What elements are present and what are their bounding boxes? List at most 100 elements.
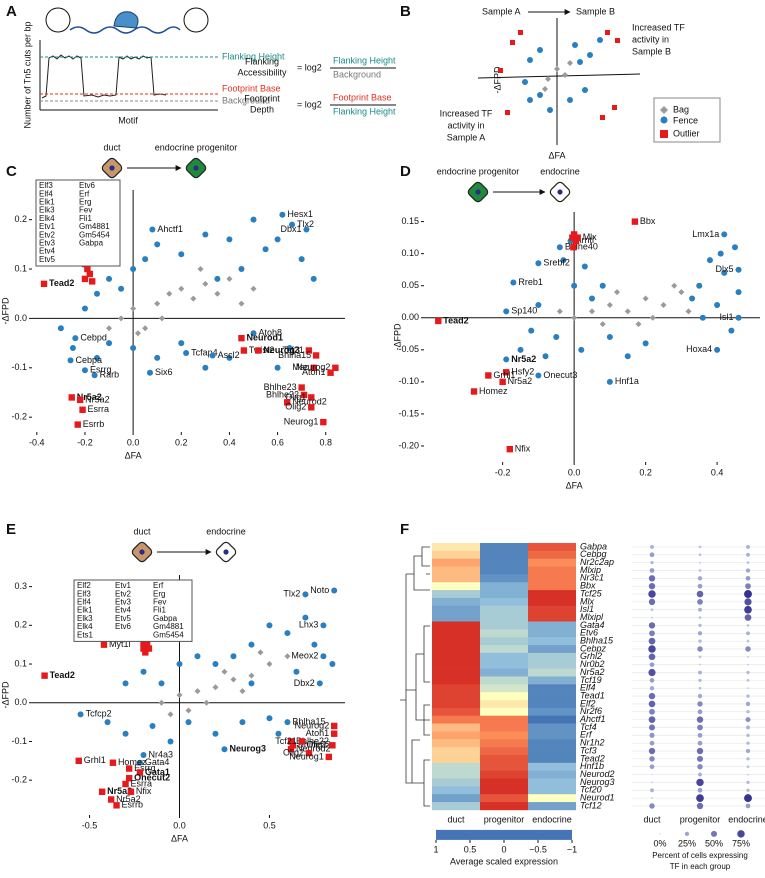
dot — [696, 794, 704, 802]
point-label: Tead2 — [49, 278, 74, 288]
fence-point — [146, 369, 153, 376]
fence-point — [140, 752, 147, 758]
dot — [746, 741, 750, 745]
heat-cell — [432, 637, 480, 646]
inset-gene: Etv1 — [115, 581, 132, 590]
size-legend-dot — [710, 830, 718, 837]
dot — [697, 764, 703, 770]
dot — [699, 663, 701, 666]
row-label: Ahctf1 — [579, 714, 606, 724]
point-label: Rreb1 — [518, 277, 543, 287]
dot — [744, 794, 752, 803]
inset-box — [73, 579, 193, 642]
x-tick-label: 0.4 — [223, 437, 236, 447]
heat-cell — [480, 645, 528, 654]
fence-point — [81, 367, 88, 374]
point-label: Neurog2 — [296, 362, 331, 372]
panel-label: E — [6, 521, 16, 538]
bag-point — [166, 290, 173, 297]
dot — [697, 598, 703, 605]
fence-point — [728, 327, 735, 334]
outlier-point — [284, 399, 291, 406]
fence-point — [178, 340, 185, 347]
point-label: Ahctf1 — [157, 224, 183, 234]
outlier-point — [113, 802, 120, 809]
point-label: Srebf2 — [543, 258, 570, 268]
fence-point — [311, 641, 318, 648]
dot — [697, 693, 703, 699]
fence-point — [717, 250, 724, 257]
dot — [650, 788, 654, 793]
inset-gene: Elk1 — [39, 198, 55, 207]
outlier-point — [485, 372, 492, 379]
fence-point — [239, 719, 246, 726]
heat-cell — [432, 700, 480, 709]
bag-point — [250, 285, 257, 292]
formula-name: Accessibility — [237, 67, 287, 77]
y-axis-label: -ΔFPD — [392, 323, 402, 351]
heat-cell — [480, 700, 528, 709]
dot — [696, 778, 704, 787]
bag-point — [642, 295, 649, 302]
bag-point — [118, 315, 125, 322]
point-label: Mlx — [583, 232, 597, 242]
bag-point — [134, 330, 141, 337]
nucleosome — [45, 7, 71, 33]
heat-cell — [480, 629, 528, 638]
heat-cell — [432, 597, 480, 607]
tree — [406, 625, 430, 736]
dot — [649, 764, 655, 770]
heat-cell — [432, 684, 480, 693]
outlier-point — [570, 231, 578, 238]
heat-cell — [528, 715, 576, 724]
outlier-point — [76, 396, 84, 404]
point-label: Tead2 — [443, 315, 468, 325]
y-tick-label: 0.3 — [14, 581, 27, 591]
dot — [746, 639, 750, 643]
inset-gene: Elk4 — [39, 214, 55, 223]
bag-point — [248, 672, 255, 679]
fence-point — [81, 305, 88, 312]
point-label: Esrra — [131, 778, 153, 788]
heat-cell — [480, 637, 528, 646]
fence-point — [72, 335, 79, 342]
point — [600, 115, 605, 120]
point-label: Bhlhe22 — [296, 736, 329, 746]
point-label: Neurog3 — [229, 744, 266, 754]
nucleus — [557, 189, 563, 195]
note: Increased TF — [440, 108, 493, 118]
fence-point — [176, 661, 183, 668]
dendrogram — [400, 546, 430, 807]
bag-point — [212, 684, 219, 691]
point-label: Nr5a2 — [511, 354, 536, 364]
stage-label: endocrine progenitor — [155, 142, 238, 152]
dot — [697, 576, 703, 581]
fence-point — [167, 738, 174, 745]
outlier-point — [255, 347, 262, 354]
fence-point — [293, 668, 300, 675]
fence-point — [714, 346, 721, 353]
point-label: Msc — [292, 362, 309, 372]
point-label: Nr5a2 — [107, 786, 132, 796]
dot — [650, 560, 654, 565]
fence-point — [310, 275, 317, 282]
heat-cell — [432, 786, 480, 795]
fence-point — [510, 279, 517, 286]
heat-cell — [528, 652, 576, 662]
outlier-point — [140, 645, 147, 652]
size-legend-label: 0% — [653, 838, 666, 848]
fence-point — [589, 295, 595, 302]
formula-num: Flanking Height — [333, 55, 396, 65]
formula-den: Background — [333, 69, 381, 79]
outlier-point — [329, 742, 336, 749]
fence-point — [316, 680, 323, 687]
column-label: endocrine — [532, 814, 572, 824]
nucleosome — [183, 7, 209, 33]
outlier-point — [572, 237, 580, 245]
fence-point — [553, 334, 560, 340]
outlier-point — [86, 270, 93, 278]
fence-point — [266, 622, 273, 629]
heat-cell — [528, 543, 576, 552]
inset-gene: Elf4 — [39, 189, 53, 198]
dot — [698, 678, 702, 683]
